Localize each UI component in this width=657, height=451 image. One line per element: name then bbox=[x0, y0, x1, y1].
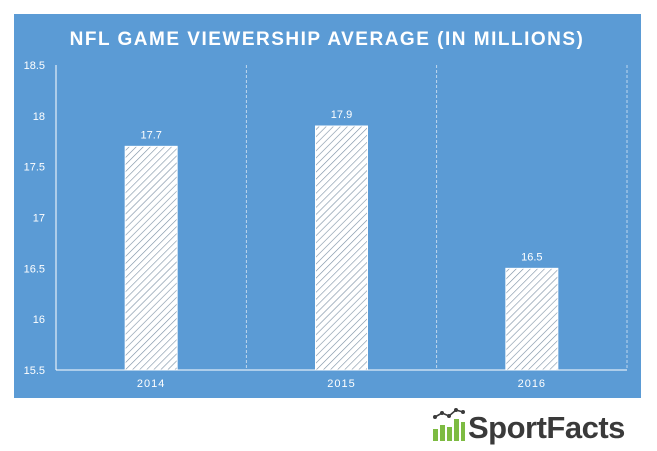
y-tick-label: 17.5 bbox=[24, 162, 45, 174]
data-label: 17.7 bbox=[140, 129, 161, 141]
chart-panel: NFL GAME VIEWERSHIP AVERAGE (IN MILLIONS… bbox=[14, 14, 641, 398]
bar-2016 bbox=[505, 267, 559, 371]
bar-chart-trend-icon bbox=[433, 408, 465, 441]
plot-area: 15.5 16 16.5 17 17.5 18 18.5 17.7 2014 17.9 2015 16… bbox=[24, 60, 628, 390]
x-tick-label: 2016 bbox=[518, 378, 546, 390]
y-tick-label: 18 bbox=[33, 111, 45, 123]
bar-2014 bbox=[124, 145, 178, 371]
brand-logo: SportFacts bbox=[430, 408, 650, 448]
y-tick-label: 18.5 bbox=[24, 60, 45, 72]
x-tick-label: 2015 bbox=[327, 378, 355, 390]
chart-title: NFL GAME VIEWERSHIP AVERAGE (IN MILLIONS… bbox=[70, 29, 585, 50]
y-tick-label: 16 bbox=[33, 314, 45, 326]
bar-chart: NFL GAME VIEWERSHIP AVERAGE (IN MILLIONS… bbox=[24, 29, 628, 390]
y-tick-label: 16.5 bbox=[24, 263, 45, 275]
brand-name: SportFacts bbox=[468, 410, 625, 445]
y-tick-label: 17 bbox=[33, 213, 45, 225]
y-tick-label: 15.5 bbox=[24, 365, 45, 377]
bar-2015 bbox=[315, 125, 368, 371]
data-label: 17.9 bbox=[331, 109, 352, 121]
x-tick-label: 2014 bbox=[137, 378, 165, 390]
data-label: 16.5 bbox=[521, 251, 542, 263]
